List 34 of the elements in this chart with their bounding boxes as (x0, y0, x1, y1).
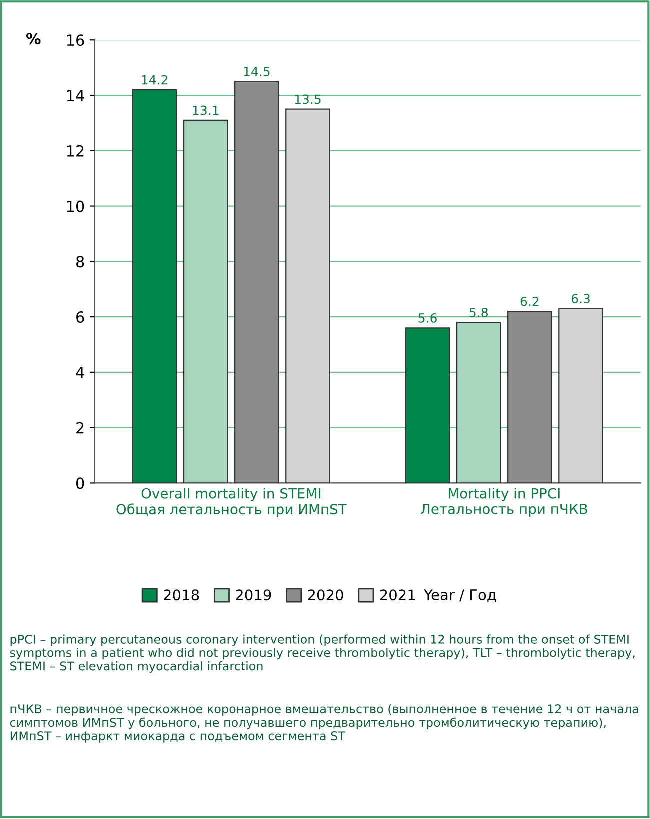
data-label: 6.3 (572, 294, 590, 304)
y-tick-label: 10 (67, 200, 84, 212)
text: pPCI – primary percutaneous coronary intervention (performed within 12 hours from the onset of STEMI symptoms in a patient who did not previously receive thrombolytic therapy), TLT – thrombolytic therapy, STEMI – ST elevation myocardial infarction (10, 634, 635, 674)
text: пЧКВ – первичное чрескожное коронарное вмешательство (выполненное в течение 12 ч от начала симптомов ИМпST у больного, не получавшего предварительно тромболитическую терапию), ИМпST – инфаркт миокарда с подъемом сегмента ST (10, 704, 638, 743)
data-label: 6.2 (520, 296, 539, 306)
y-tick-label: 14 (67, 90, 84, 102)
y-tick-label: 12 (67, 145, 84, 157)
y-axis-title: % (26, 33, 41, 45)
bar (132, 89, 178, 484)
bar (508, 310, 552, 484)
data-label: 5.8 (470, 308, 488, 318)
x-tick-label: Overall mortality in STEMI Общая летальность при ИМпST (116, 488, 347, 518)
data-label: 13.5 (295, 94, 321, 104)
legend-label: 2021 (380, 590, 416, 601)
data-label: 14.2 (142, 75, 168, 85)
bar (558, 308, 604, 484)
y-tick-label: 16 (67, 34, 84, 46)
bar (234, 81, 280, 484)
bar (286, 108, 330, 484)
legend-label: 2019 (236, 590, 272, 601)
bar (405, 328, 450, 484)
legend-title: Year / Год (424, 590, 496, 602)
y-tick-label: 4 (76, 367, 84, 378)
bar (456, 322, 502, 484)
y-tick-label: 2 (76, 422, 84, 434)
y-tick-label: 8 (76, 256, 84, 268)
bar (183, 120, 228, 484)
legend-label: 2018 (164, 590, 200, 601)
y-tick-label: 0 (76, 478, 84, 490)
legend-label: 2020 (308, 590, 344, 601)
x-tick-label: Mortality in PPCI Летальность при пЧКВ (421, 488, 588, 518)
y-tick-label: 6 (76, 312, 84, 324)
data-label: 13.1 (193, 106, 219, 116)
data-label: 14.5 (244, 67, 270, 76)
